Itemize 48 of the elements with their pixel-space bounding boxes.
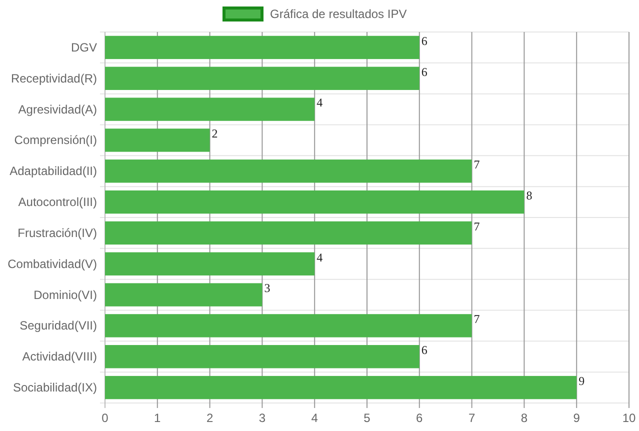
- bar: [105, 345, 420, 368]
- bar: [105, 376, 577, 400]
- data-label: 6: [421, 64, 428, 79]
- data-label: 9: [578, 374, 585, 388]
- y-tick-label: Receptividad(R): [10, 71, 97, 86]
- y-tick-label: Adaptabilidad(II): [10, 164, 97, 178]
- x-tick-label: 0: [102, 411, 109, 425]
- data-label: 7: [474, 312, 480, 326]
- data-label: 6: [421, 343, 428, 358]
- bar: [105, 190, 524, 214]
- data-label: 8: [526, 188, 532, 202]
- bar: [105, 252, 315, 276]
- data-label: 4: [316, 250, 323, 264]
- y-tick-label: Seguridad(VII): [20, 318, 97, 333]
- y-tick-label: Comprensión(I): [14, 133, 97, 148]
- x-tick-label: 3: [258, 411, 266, 425]
- legend-label: Gráfica de resultados IPV: [270, 7, 407, 21]
- data-label: 6: [421, 34, 428, 48]
- x-tick-label: 4: [311, 411, 318, 425]
- bar: [105, 314, 472, 338]
- x-tick-label: 1: [154, 411, 162, 425]
- y-tick-label: Agresividad(A): [18, 102, 97, 116]
- bar: [105, 36, 420, 60]
- x-tick-label: 9: [573, 411, 580, 425]
- y-tick-label: Sociabilidad(IX): [12, 380, 97, 395]
- data-label: 7: [474, 219, 480, 234]
- y-tick-label: Frustración(IV): [18, 226, 97, 240]
- bar: [105, 66, 420, 90]
- y-tick-label: Combatividad(V): [8, 256, 97, 271]
- y-tick-label: Actividad(VIII): [22, 350, 97, 364]
- data-label: 7: [474, 158, 480, 172]
- x-tick-label: 6: [416, 411, 424, 425]
- x-tick-label: 7: [468, 411, 476, 425]
- x-tick-label: 5: [364, 411, 371, 425]
- bar: [105, 98, 315, 121]
- bar: [105, 128, 210, 152]
- bar: [105, 283, 262, 306]
- y-tick-label: Dominio(VI): [34, 288, 97, 302]
- y-tick-label: DGV: [70, 40, 97, 54]
- data-label: 2: [212, 126, 218, 141]
- x-tick-label: 10: [622, 411, 636, 425]
- x-tick-label: 8: [520, 411, 528, 425]
- x-tick-label: 2: [206, 411, 214, 425]
- data-label: 3: [264, 281, 270, 296]
- data-label: 4: [316, 96, 323, 110]
- y-tick-label: Autocontrol(III): [18, 195, 97, 210]
- bar: [105, 160, 472, 183]
- bar: [105, 221, 472, 245]
